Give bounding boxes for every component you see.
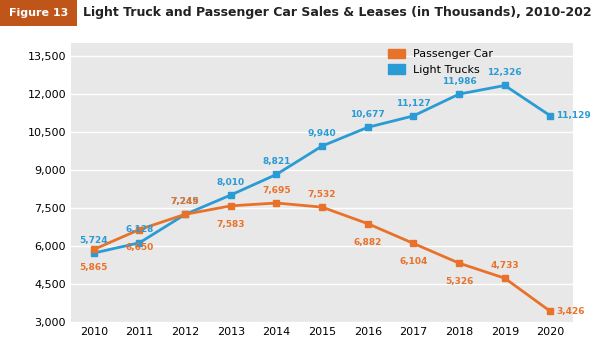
Text: 5,865: 5,865 [80, 263, 108, 272]
Text: 9,940: 9,940 [308, 129, 336, 138]
Text: 5,724: 5,724 [79, 236, 108, 245]
Text: 7,695: 7,695 [262, 186, 291, 195]
Text: 6,104: 6,104 [400, 257, 428, 266]
Text: 3,426: 3,426 [556, 307, 584, 316]
Text: 12,326: 12,326 [488, 68, 522, 77]
Text: 6,128: 6,128 [125, 226, 154, 234]
Text: Light Truck and Passenger Car Sales & Leases (in Thousands), 2010-2020: Light Truck and Passenger Car Sales & Le… [83, 6, 591, 19]
Text: 11,127: 11,127 [396, 98, 431, 107]
Text: 4,733: 4,733 [491, 261, 519, 270]
Text: 6,882: 6,882 [353, 238, 382, 247]
Text: 6,650: 6,650 [125, 243, 154, 252]
Text: 7,583: 7,583 [216, 220, 245, 229]
Legend: Passenger Car, Light Trucks: Passenger Car, Light Trucks [388, 49, 493, 74]
Text: 7,245: 7,245 [171, 197, 199, 206]
Text: 11,986: 11,986 [441, 77, 476, 86]
Text: 8,821: 8,821 [262, 157, 291, 166]
FancyBboxPatch shape [0, 0, 77, 26]
Text: 8,010: 8,010 [217, 178, 245, 187]
Text: 7,532: 7,532 [308, 190, 336, 199]
Text: 5,326: 5,326 [445, 277, 473, 286]
Text: 10,677: 10,677 [350, 110, 385, 119]
Text: 11,129: 11,129 [556, 111, 591, 120]
Text: 7,249: 7,249 [171, 197, 200, 206]
Text: Figure 13: Figure 13 [9, 8, 68, 18]
